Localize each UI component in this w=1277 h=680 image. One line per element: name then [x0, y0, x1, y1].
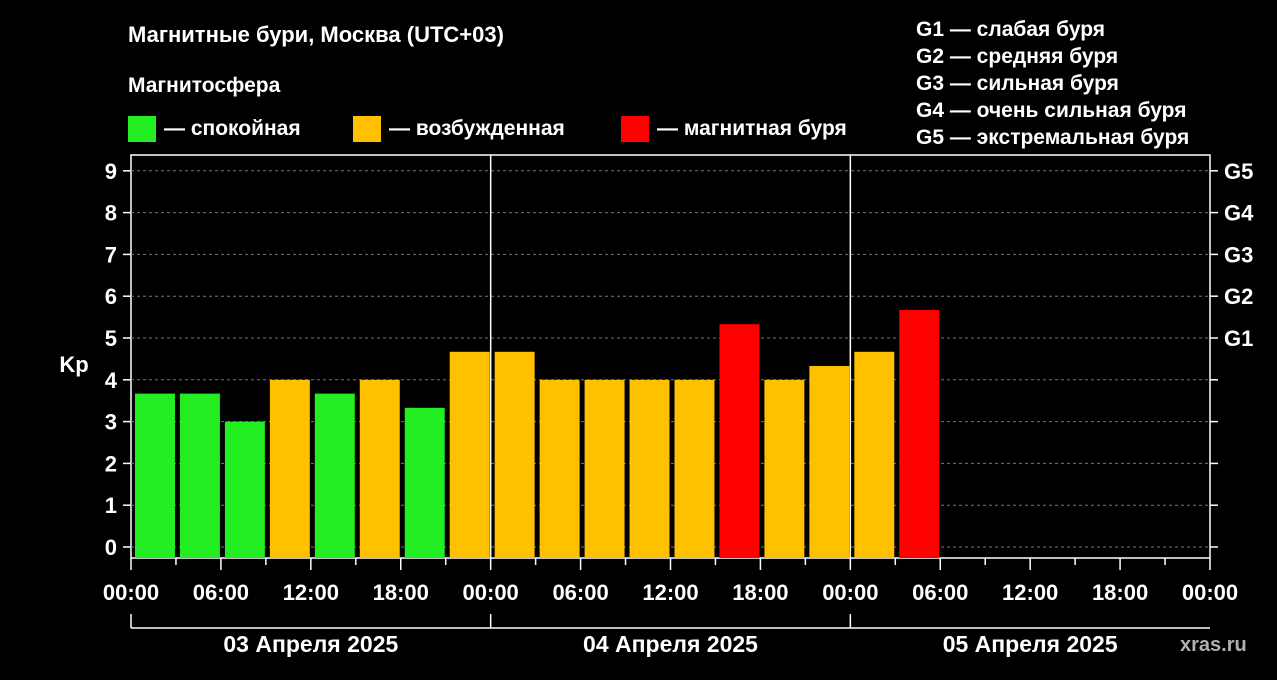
y-tick-label: 0 — [105, 535, 117, 560]
kp-bar — [359, 379, 400, 558]
kp-bar — [404, 407, 445, 558]
x-tick-label: 18:00 — [732, 580, 788, 605]
x-tick-label: 12:00 — [642, 580, 698, 605]
g-scale-g3: G3 — сильная буря — [916, 72, 1119, 95]
legend-swatch-quiet — [128, 116, 156, 142]
kp-bar — [179, 393, 220, 558]
x-tick-label: 00:00 — [822, 580, 878, 605]
legend-item-quiet: — спокойная — [128, 116, 301, 142]
kp-bar — [854, 351, 895, 558]
y-tick-label: 6 — [105, 284, 117, 309]
kp-bar — [764, 379, 805, 558]
chart-title: Магнитные бури, Москва (UTC+03) — [128, 22, 504, 47]
y-tick-label: 9 — [105, 159, 117, 184]
legend-item-active: — возбужденная — [353, 116, 565, 142]
g-scale-g4: G4 — очень сильная буря — [916, 99, 1187, 122]
y-tick-label: 7 — [105, 242, 117, 267]
kp-bar — [719, 324, 760, 558]
kp-bar — [809, 366, 850, 558]
x-tick-label: 00:00 — [463, 580, 519, 605]
date-label: 04 Апреля 2025 — [583, 631, 758, 657]
g-scale-g2: G2 — средняя буря — [916, 45, 1119, 68]
x-tick-label: 18:00 — [373, 580, 429, 605]
g-level-label: G4 — [1224, 201, 1254, 226]
y-tick-label: 2 — [105, 451, 117, 476]
legend-label-storm: — магнитная буря — [657, 117, 847, 140]
kp-bar — [629, 379, 670, 558]
kp-bar — [539, 379, 580, 558]
y-tick-label: 1 — [105, 493, 117, 518]
g-scale-g5: G5 — экстремальная буря — [916, 126, 1190, 149]
g-level-label: G1 — [1224, 326, 1253, 351]
kp-bar — [224, 421, 265, 558]
kp-bar — [449, 351, 490, 558]
kp-bar — [899, 309, 940, 558]
kp-bar — [135, 393, 175, 558]
kp-bar — [494, 351, 535, 558]
x-tick-label: 18:00 — [1092, 580, 1148, 605]
kp-bar — [674, 379, 715, 558]
x-tick-label: 06:00 — [193, 580, 249, 605]
y-tick-label: 8 — [105, 201, 117, 226]
kp-bar — [314, 393, 355, 558]
x-tick-label: 12:00 — [283, 580, 339, 605]
kp-bar — [584, 379, 625, 558]
g-scale-legend: G1 — слабая буря G2 — средняя буря G3 — … — [916, 16, 1189, 151]
y-tick-label: 5 — [105, 326, 117, 351]
g-level-label: G5 — [1224, 159, 1253, 184]
date-label: 05 Апреля 2025 — [943, 631, 1118, 657]
y-tick-label: 4 — [105, 368, 118, 393]
kp-bar — [269, 379, 310, 558]
y-tick-label: 3 — [105, 410, 117, 435]
legend-label-active: — возбужденная — [389, 117, 565, 140]
legend-swatch-storm — [621, 116, 649, 142]
g-scale-g1: G1 — слабая буря — [916, 18, 1106, 41]
g-level-label: G2 — [1224, 284, 1253, 309]
watermark: xras.ru — [1180, 634, 1247, 656]
x-tick-label: 12:00 — [1002, 580, 1058, 605]
x-tick-label: 00:00 — [1182, 580, 1238, 605]
legend-swatch-active — [353, 116, 381, 142]
x-tick-label: 06:00 — [552, 580, 608, 605]
x-tick-label: 00:00 — [103, 580, 159, 605]
legend-heading: Магнитосфера — [128, 74, 281, 97]
y-axis-label: Kp — [59, 352, 88, 377]
g-level-label: G3 — [1224, 242, 1253, 267]
x-tick-label: 06:00 — [912, 580, 968, 605]
date-label: 03 Апреля 2025 — [223, 631, 398, 657]
legend-label-quiet: — спокойная — [164, 117, 301, 140]
legend-item-storm: — магнитная буря — [621, 116, 847, 142]
